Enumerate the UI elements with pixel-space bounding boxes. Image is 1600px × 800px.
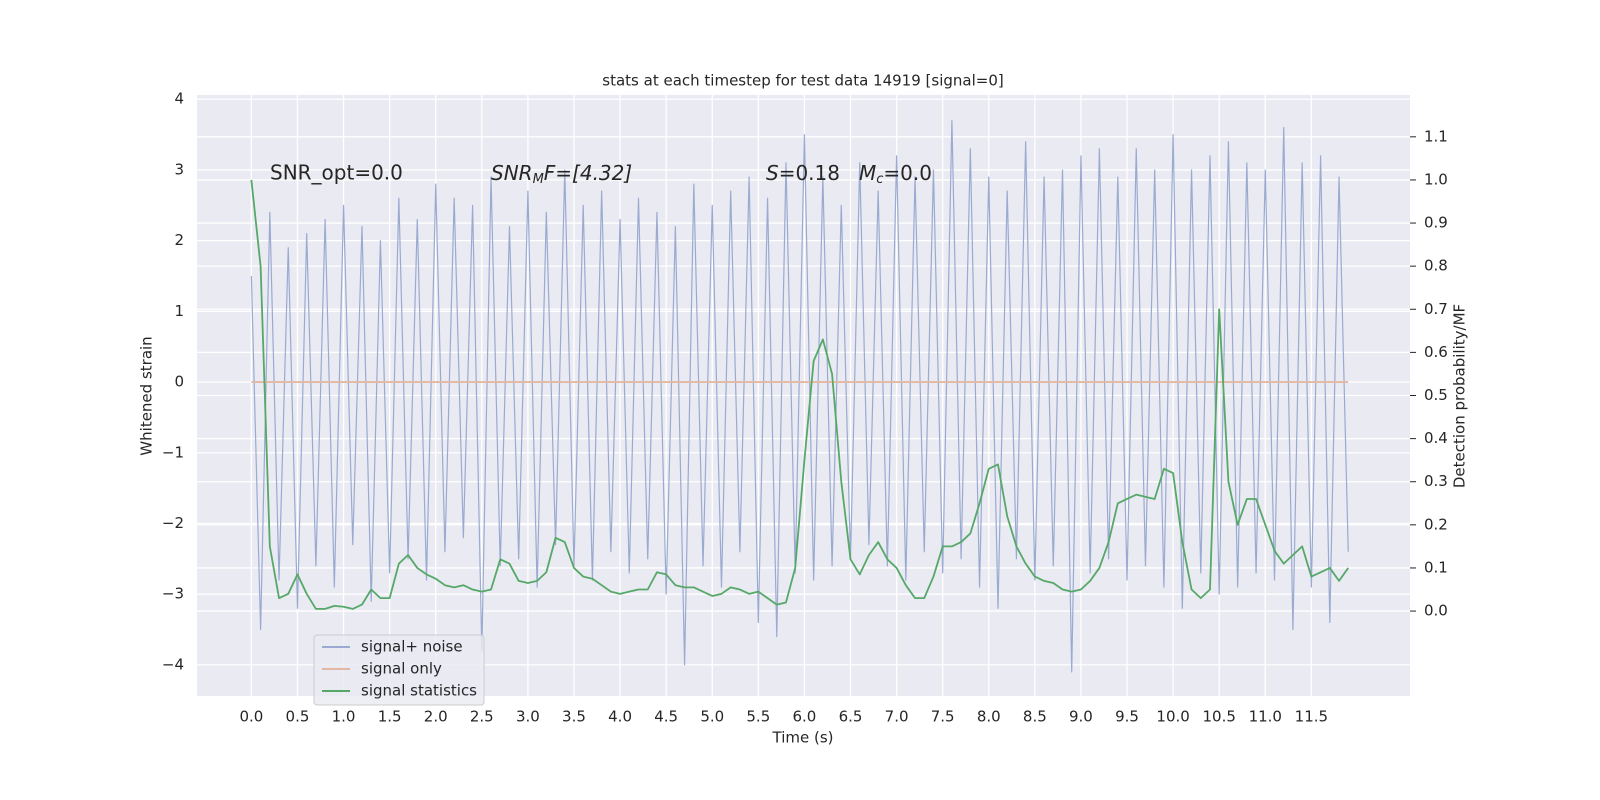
x-tick-label: 8.0 — [977, 708, 1001, 726]
annotation: Mc=0.0 — [859, 161, 932, 187]
y2-tick-label: 0.8 — [1424, 257, 1448, 275]
x-tick-label: 9.5 — [1115, 708, 1139, 726]
legend-label: signal only — [361, 660, 442, 678]
x-axis-label: Time (s) — [772, 729, 834, 747]
annotation-part: S — [766, 161, 779, 185]
legend-label: signal+ noise — [361, 638, 463, 656]
annotation-part: c — [876, 172, 883, 187]
x-tick-label: 5.5 — [746, 708, 770, 726]
annotation-part: =0.18 — [779, 161, 840, 185]
y-tick-label: 1 — [174, 302, 184, 320]
y-tick-label: 3 — [174, 160, 184, 178]
x-tick-label: 9.0 — [1069, 708, 1093, 726]
y2-tick-label: 0.7 — [1424, 300, 1448, 318]
x-tick-label: 4.5 — [654, 708, 678, 726]
x-tick-label: 0.0 — [239, 708, 263, 726]
annotation: SNRMF=[4.32] — [491, 161, 632, 187]
y-tick-label: −2 — [162, 514, 184, 532]
y2-tick-label: 0.4 — [1424, 429, 1448, 447]
y2-tick-label: 0.0 — [1424, 602, 1448, 620]
annotation-part: F=[4.32] — [544, 161, 632, 185]
x-tick-label: 3.5 — [562, 708, 586, 726]
y-tick-label: 0 — [174, 373, 184, 391]
y2-tick-label: 0.5 — [1424, 386, 1448, 404]
x-tick-label: 4.0 — [608, 708, 632, 726]
x-tick-label: 3.0 — [516, 708, 540, 726]
y-tick-label: −1 — [162, 443, 184, 461]
x-tick-label: 10.0 — [1156, 708, 1189, 726]
y-tick-label: −4 — [162, 655, 184, 673]
x-tick-label: 11.0 — [1249, 708, 1282, 726]
y2-tick-label: 0.9 — [1424, 214, 1448, 232]
x-tick-label: 2.5 — [470, 708, 494, 726]
x-tick-label: 0.5 — [286, 708, 310, 726]
chart-title: stats at each timestep for test data 149… — [602, 72, 1003, 90]
y2-tick-label: 1.0 — [1424, 170, 1448, 188]
y2-tick-label: 1.1 — [1424, 127, 1448, 145]
x-tick-label: 8.5 — [1023, 708, 1047, 726]
annotation-part: M — [533, 172, 544, 187]
y2-tick-label: 0.1 — [1424, 558, 1448, 576]
y2-tick-label: 0.6 — [1424, 343, 1448, 361]
x-tick-label: 2.0 — [424, 708, 448, 726]
x-tick-label: 5.0 — [700, 708, 724, 726]
y-tick-label: 4 — [174, 90, 184, 108]
legend-box — [313, 634, 485, 706]
y2-tick-label: 0.3 — [1424, 472, 1448, 490]
y-axis-label: Whitened strain — [138, 336, 156, 455]
y2-tick-label: 0.2 — [1424, 515, 1448, 533]
y2-axis-label: Detection probability/MF — [1451, 304, 1469, 488]
annotation: S=0.18 — [766, 161, 840, 185]
legend-label: signal statistics — [361, 682, 477, 700]
x-tick-label: 1.5 — [378, 708, 402, 726]
x-tick-label: 7.5 — [931, 708, 955, 726]
x-tick-label: 7.0 — [885, 708, 909, 726]
y-tick-label: 2 — [174, 231, 184, 249]
series-line — [250, 119, 1349, 673]
y-tick-label: −3 — [162, 585, 184, 603]
annotation-part: SNR — [491, 161, 533, 185]
annotation-part: =0.0 — [883, 161, 932, 185]
series-line — [250, 179, 1349, 610]
annotation: SNR_opt=0.0 — [270, 161, 403, 185]
x-tick-label: 6.0 — [792, 708, 816, 726]
annotation-part: M — [859, 161, 876, 185]
x-tick-label: 6.5 — [839, 708, 863, 726]
x-tick-label: 11.5 — [1295, 708, 1328, 726]
x-tick-label: 10.5 — [1202, 708, 1235, 726]
x-tick-label: 1.0 — [332, 708, 356, 726]
